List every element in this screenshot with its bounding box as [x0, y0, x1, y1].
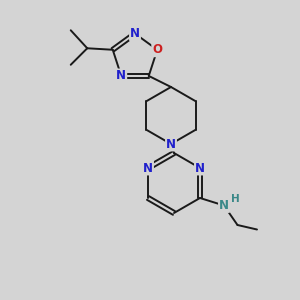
Text: N: N	[166, 137, 176, 151]
Text: O: O	[152, 43, 162, 56]
Text: N: N	[195, 161, 205, 175]
Text: N: N	[143, 161, 153, 175]
Text: N: N	[219, 199, 229, 212]
Text: H: H	[231, 194, 240, 204]
Text: N: N	[116, 69, 126, 82]
Text: N: N	[130, 27, 140, 40]
